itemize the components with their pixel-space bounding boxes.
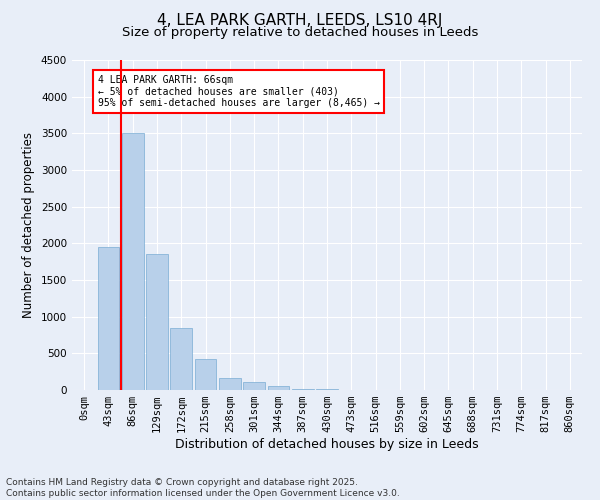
- Text: Size of property relative to detached houses in Leeds: Size of property relative to detached ho…: [122, 26, 478, 39]
- X-axis label: Distribution of detached houses by size in Leeds: Distribution of detached houses by size …: [175, 438, 479, 451]
- Text: 4 LEA PARK GARTH: 66sqm
← 5% of detached houses are smaller (403)
95% of semi-de: 4 LEA PARK GARTH: 66sqm ← 5% of detached…: [97, 75, 380, 108]
- Y-axis label: Number of detached properties: Number of detached properties: [22, 132, 35, 318]
- Bar: [97, 247, 119, 390]
- Text: 4, LEA PARK GARTH, LEEDS, LS10 4RJ: 4, LEA PARK GARTH, LEEDS, LS10 4RJ: [157, 12, 443, 28]
- Bar: [292, 388, 314, 390]
- Bar: [243, 382, 265, 390]
- Bar: [219, 378, 241, 390]
- Bar: [268, 386, 289, 390]
- Bar: [170, 328, 192, 390]
- Bar: [194, 359, 217, 390]
- Bar: [146, 254, 168, 390]
- Bar: [122, 134, 143, 390]
- Text: Contains HM Land Registry data © Crown copyright and database right 2025.
Contai: Contains HM Land Registry data © Crown c…: [6, 478, 400, 498]
